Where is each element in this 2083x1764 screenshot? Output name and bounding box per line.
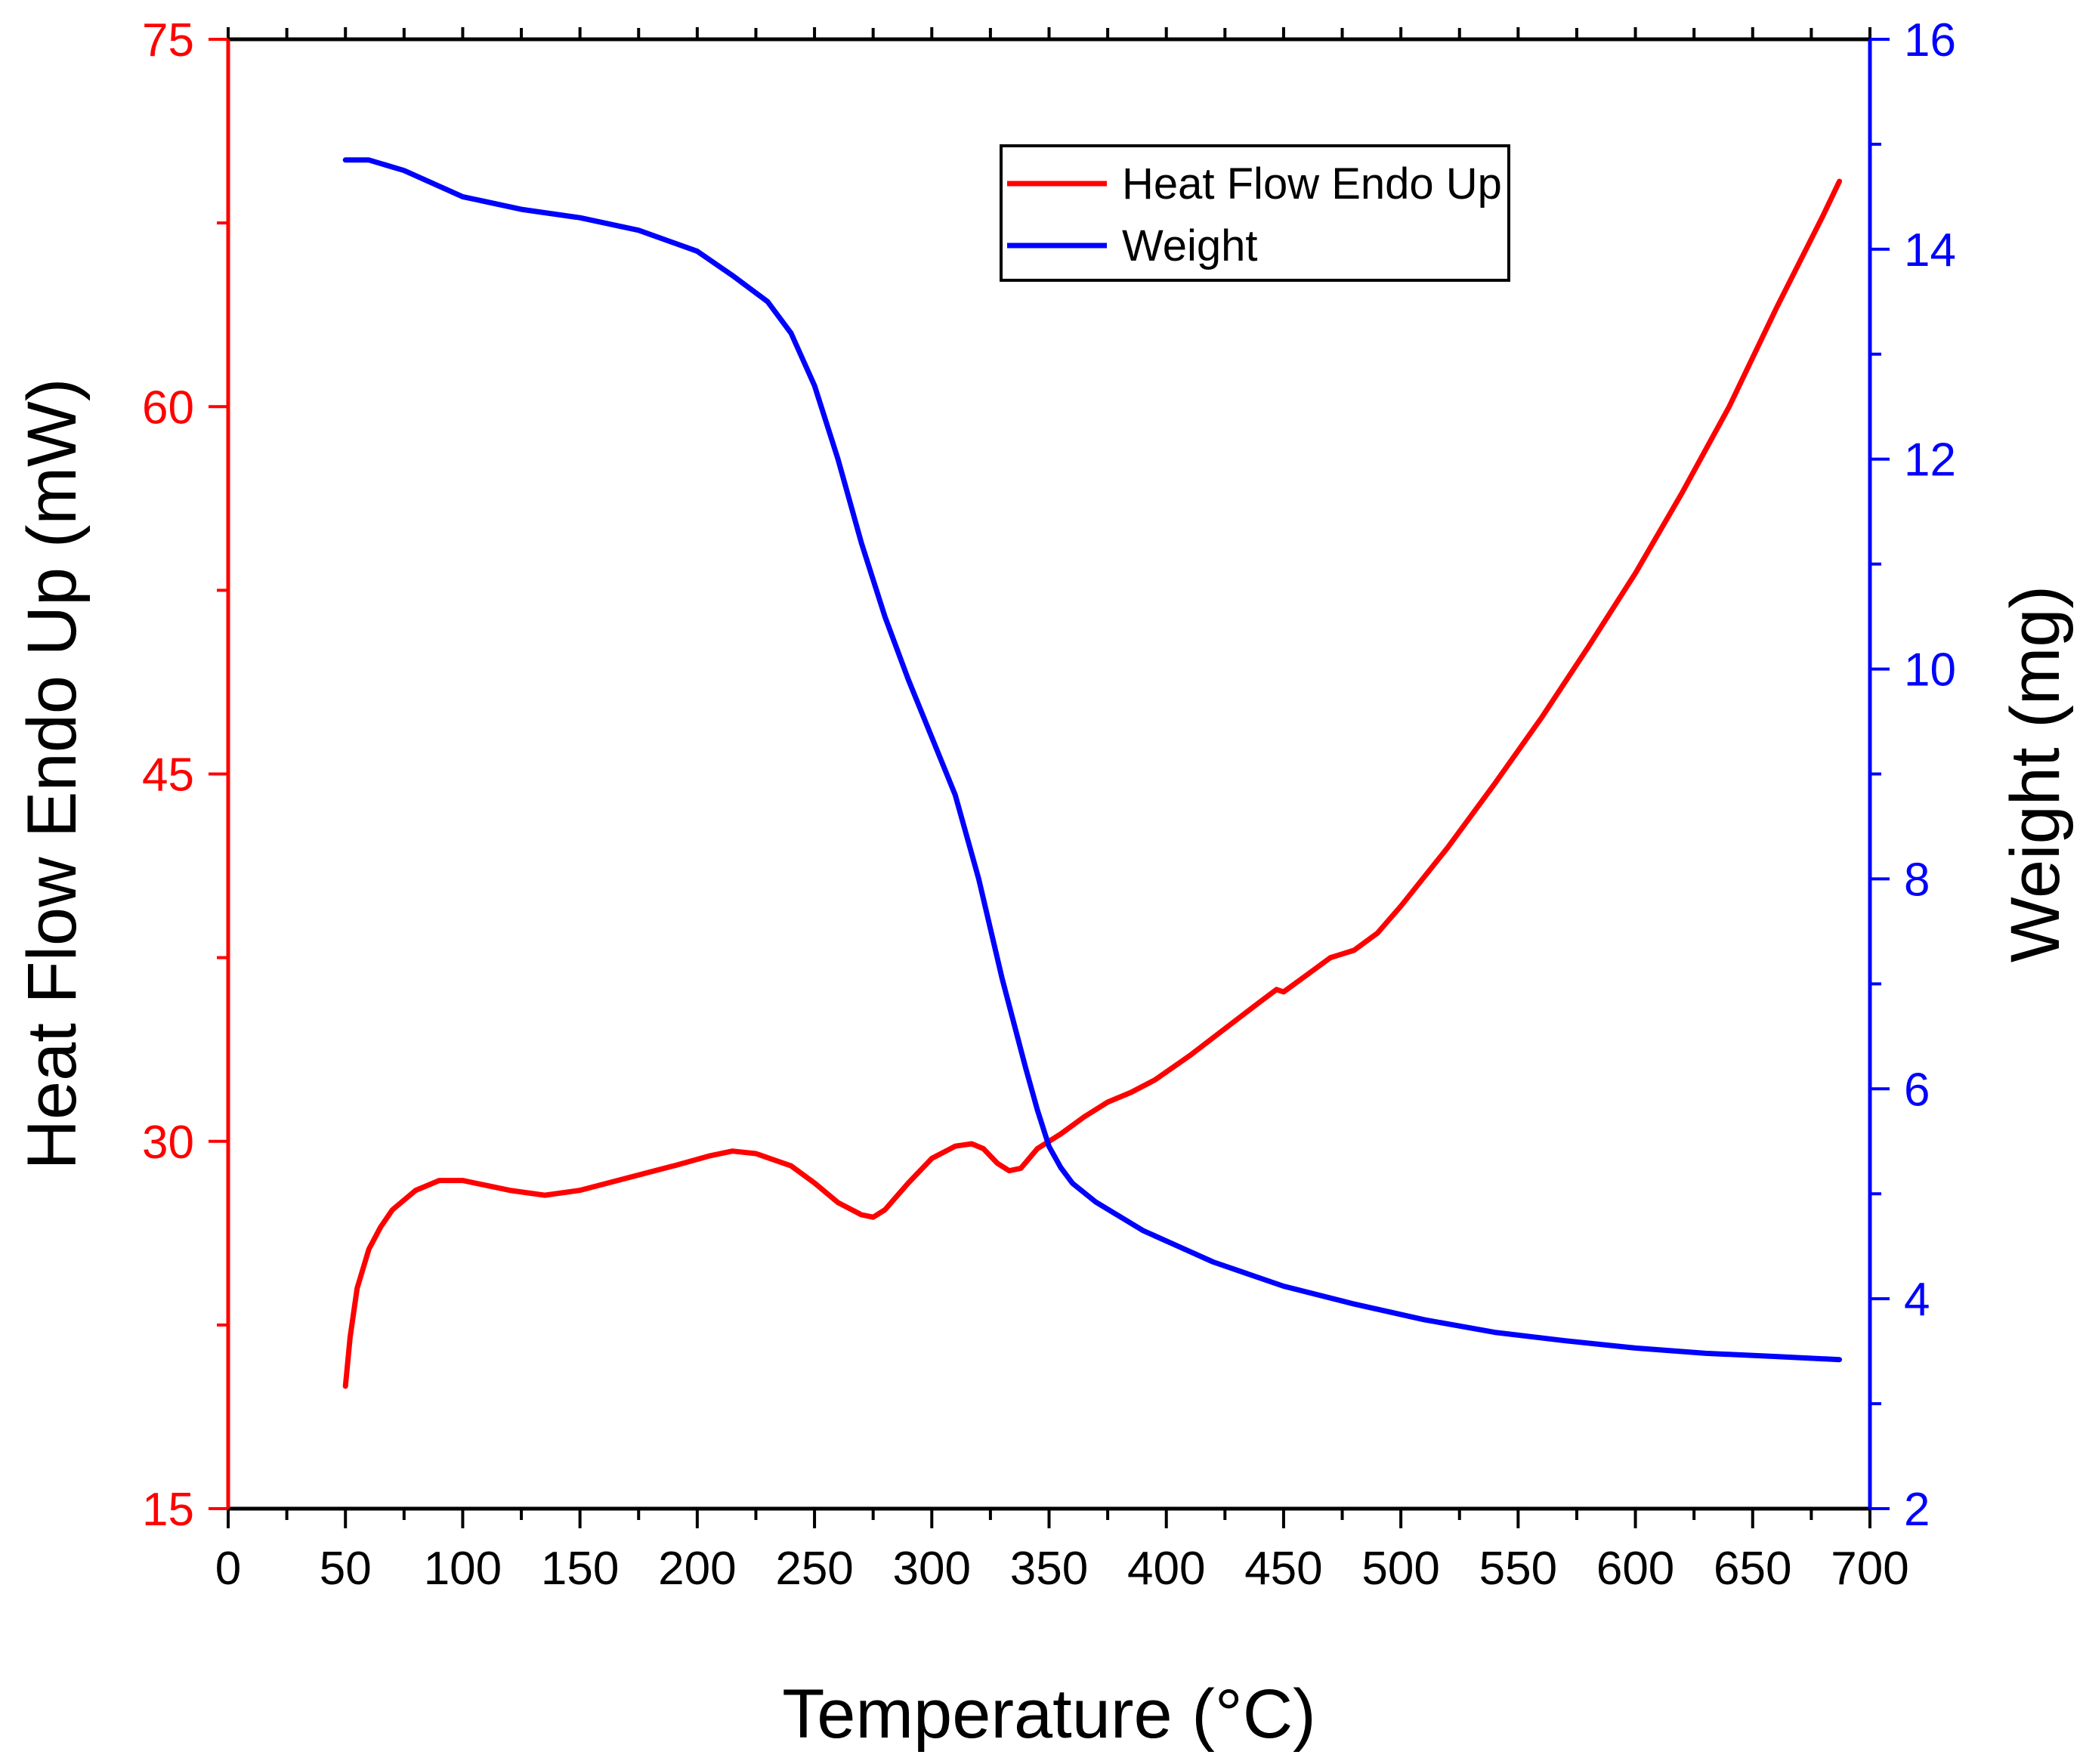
x-axis-title: Temperature (°C): [782, 1676, 1316, 1753]
x-tick-label: 150: [541, 1543, 619, 1595]
y-right-tick-label: 10: [1904, 644, 1956, 697]
x-tick-label: 50: [320, 1543, 372, 1595]
x-tick-label: 650: [1714, 1543, 1791, 1595]
x-tick-label: 0: [215, 1543, 241, 1595]
y-right-tick-label: 6: [1904, 1064, 1930, 1116]
x-tick-label: 350: [1010, 1543, 1088, 1595]
x-tick-label: 550: [1479, 1543, 1557, 1595]
y-left-tick-label: 30: [142, 1117, 194, 1169]
y-left-tick-label: 60: [142, 382, 194, 434]
legend-label: Weight: [1122, 221, 1257, 270]
legend-box: [1000, 144, 1510, 282]
y-right-tick-label: 8: [1904, 854, 1930, 906]
series-line-heat-flow: [342, 178, 1843, 1389]
x-tick-label: 700: [1831, 1543, 1908, 1595]
series-line-weight: [342, 157, 1843, 1363]
series-layer: [342, 157, 1843, 1389]
y-right-tick-label: 12: [1904, 434, 1956, 487]
y-right-tick-label: 4: [1904, 1274, 1930, 1326]
legend-label: Heat Flow Endo Up: [1122, 159, 1502, 209]
x-tick-label: 100: [424, 1543, 502, 1595]
legend: Heat Flow Endo Up Weight: [1000, 144, 1510, 282]
y-left-axis-title: Heat Flow Endo Up (mW): [14, 378, 91, 1169]
y-left-tick-label: 15: [142, 1484, 194, 1536]
y-left-tick-label: 45: [142, 749, 194, 802]
y-right-axis-title: Weight (mg): [1997, 585, 2074, 962]
y-right-tick-label: 14: [1904, 224, 1956, 276]
x-tick-label: 300: [893, 1543, 971, 1595]
y-left-tick-label: 75: [142, 14, 194, 66]
x-tick-label: 250: [775, 1543, 853, 1595]
axes-layer: 0 50 100 150 200 250 300 350 400 450 500 550 600 650 7…: [14, 14, 2074, 1753]
x-tick-label: 200: [658, 1543, 736, 1595]
x-tick-label: 600: [1596, 1543, 1674, 1595]
x-tick-label: 450: [1244, 1543, 1322, 1595]
x-tick-label: 400: [1127, 1543, 1205, 1595]
x-tick-label: 500: [1361, 1543, 1439, 1595]
y-right-tick-label: 2: [1904, 1484, 1930, 1536]
y-right-tick-label: 16: [1904, 14, 1956, 66]
